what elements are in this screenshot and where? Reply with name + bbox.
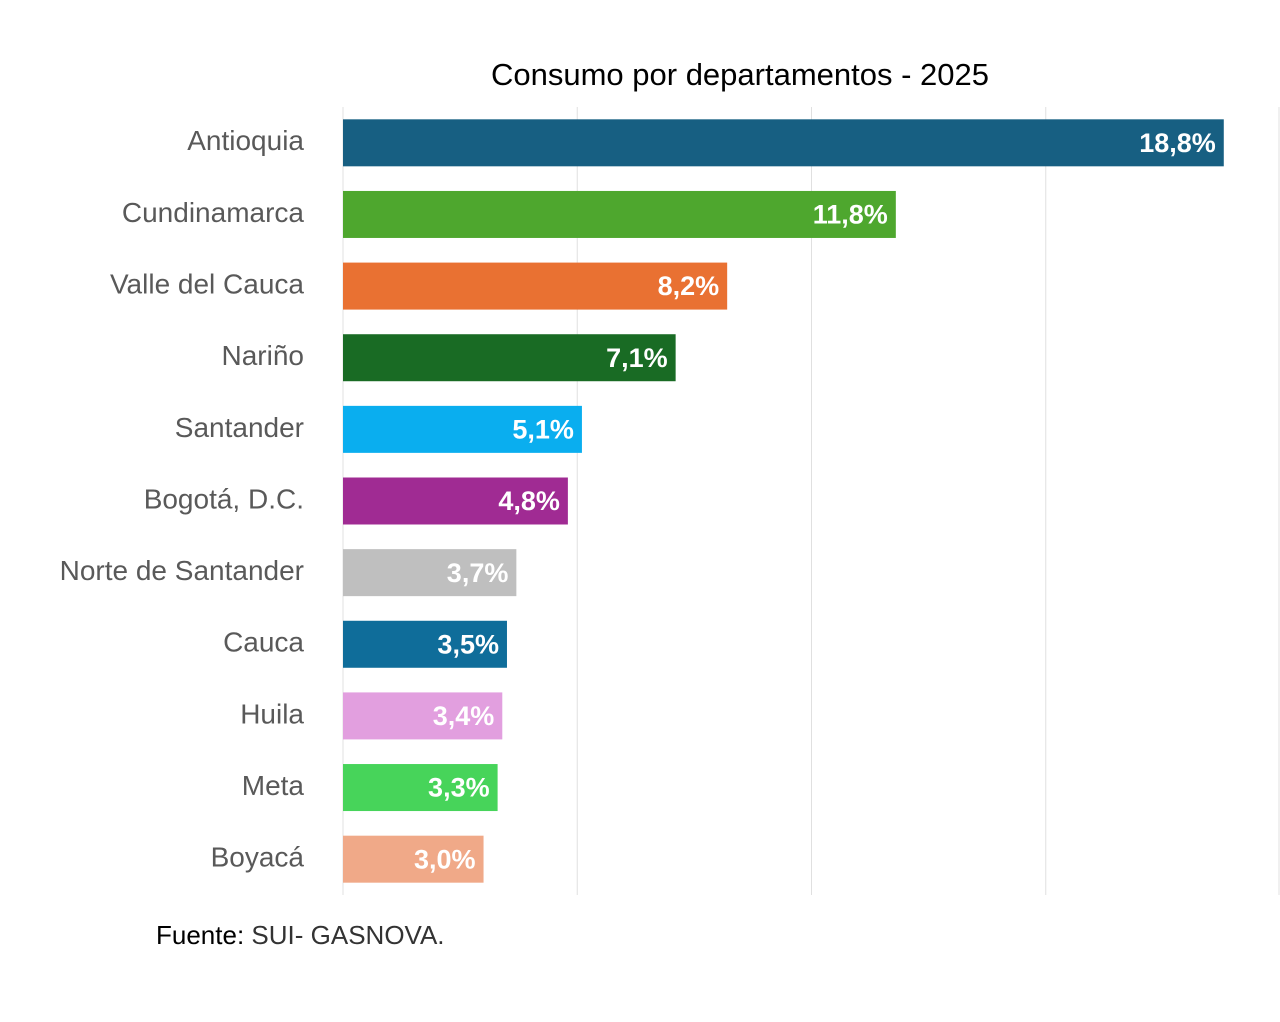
bar <box>343 764 498 812</box>
bar <box>343 405 582 453</box>
category-label: Huila <box>240 698 304 729</box>
bar <box>343 262 728 310</box>
bar <box>343 334 676 382</box>
value-label: 7,1% <box>606 343 668 373</box>
value-label: 3,5% <box>437 629 499 659</box>
bar <box>343 549 517 597</box>
value-label: 3,7% <box>447 558 509 588</box>
category-label: Santander <box>175 412 304 443</box>
source-label: Fuente: <box>156 920 244 950</box>
category-label: Valle del Cauca <box>110 268 304 299</box>
bar <box>343 835 484 883</box>
value-label: 11,8% <box>813 200 888 230</box>
value-label: 8,2% <box>658 271 720 301</box>
bar <box>343 477 568 525</box>
value-label: 3,0% <box>414 844 476 874</box>
bar <box>343 190 896 238</box>
category-label: Bogotá, D.C. <box>144 483 304 514</box>
source-text: SUI- GASNOVA. <box>251 920 444 950</box>
chart-title: Consumo por departamentos - 2025 <box>491 57 989 92</box>
bar <box>343 119 1224 167</box>
value-label: 3,3% <box>428 773 490 803</box>
source: Fuente: SUI- GASNOVA. <box>156 920 445 950</box>
category-label: Cundinamarca <box>122 197 305 228</box>
category-label: Boyacá <box>211 842 305 873</box>
value-label: 18,8% <box>1139 128 1216 158</box>
value-label: 3,4% <box>433 701 495 731</box>
bar <box>343 620 507 668</box>
category-label: Meta <box>242 770 305 801</box>
category-label: Antioquia <box>187 125 304 156</box>
category-label: Nariño <box>222 340 304 371</box>
value-label: 4,8% <box>498 486 560 516</box>
value-label: 5,1% <box>512 414 574 444</box>
category-label: Norte de Santander <box>60 555 304 586</box>
category-label: Cauca <box>223 627 304 658</box>
bar <box>343 692 503 740</box>
